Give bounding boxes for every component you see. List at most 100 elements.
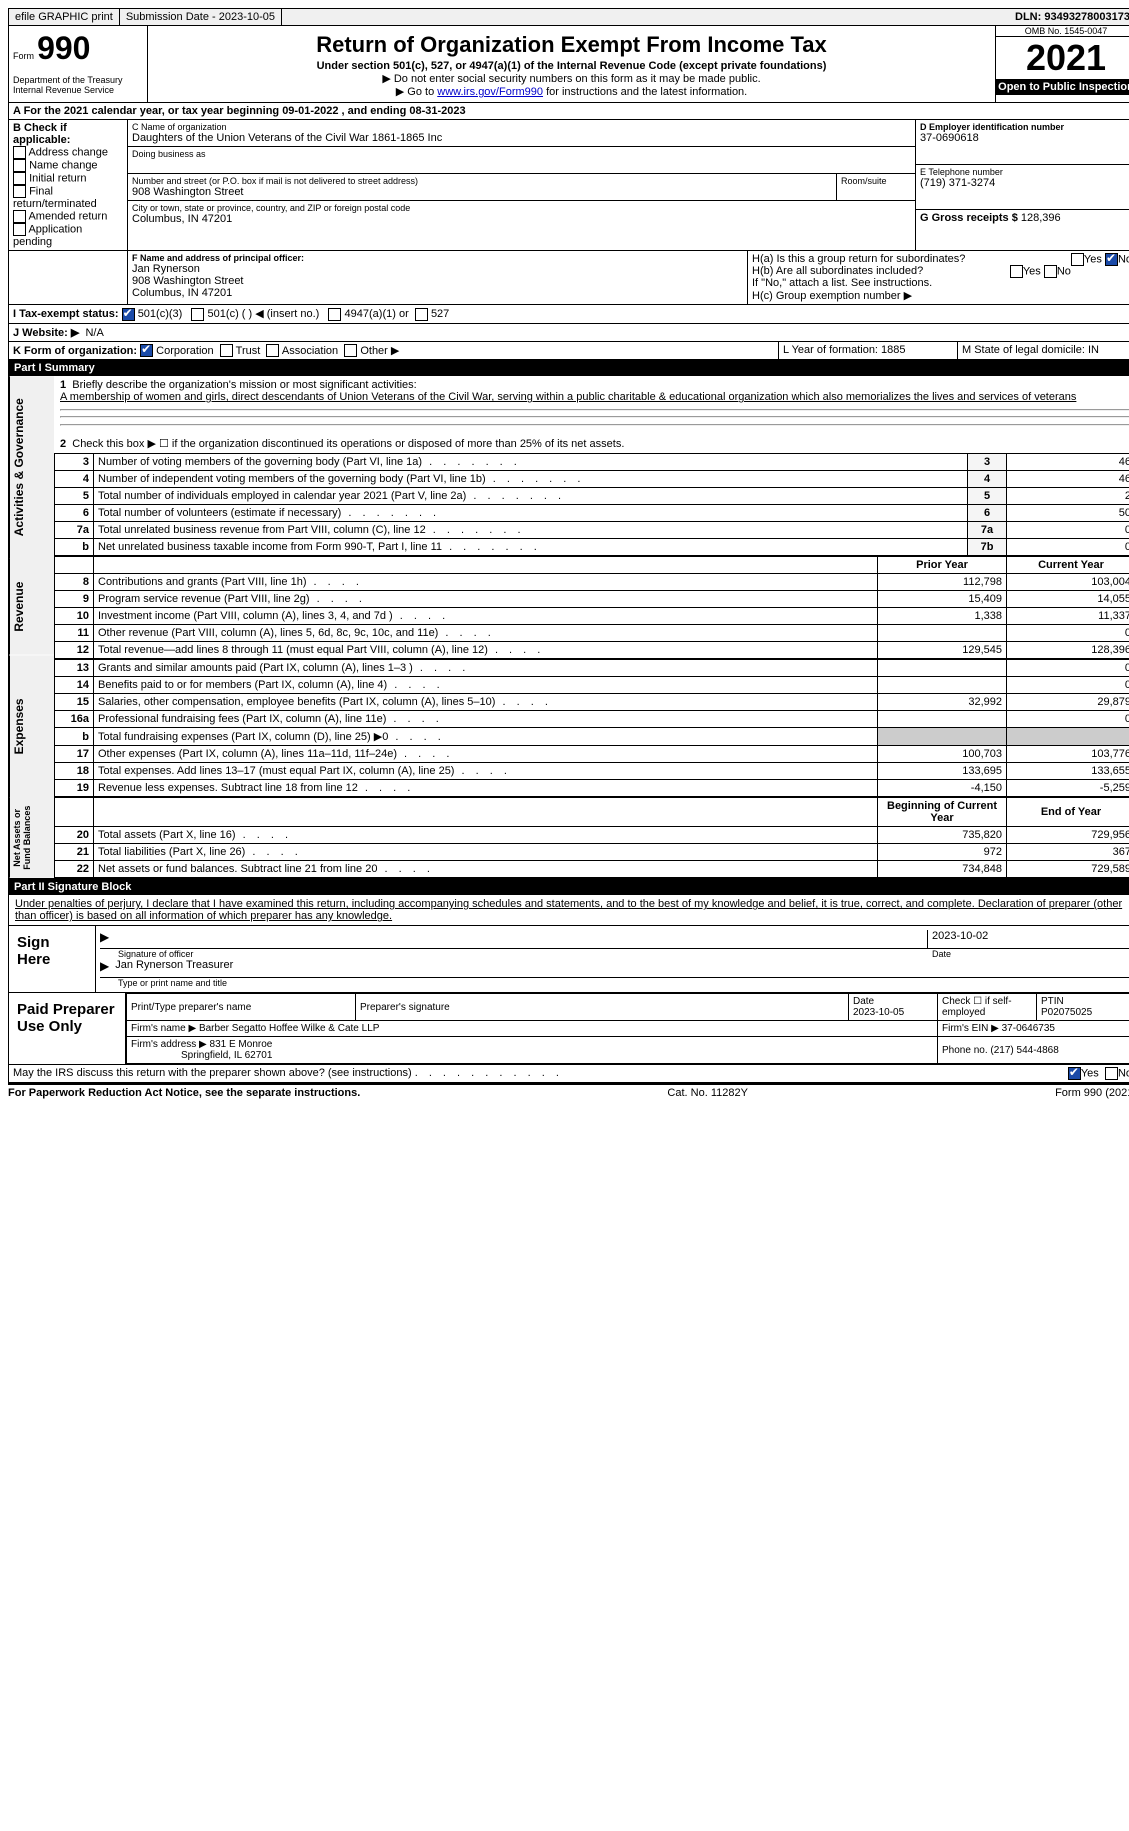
expenses-table: 13Grants and similar amounts paid (Part … [54,659,1129,797]
tax-year: 2021 [996,37,1129,79]
submission-date: Submission Date - 2023-10-05 [120,9,282,25]
check-other[interactable] [344,344,357,357]
governance-table: 3Number of voting members of the governi… [54,453,1129,556]
year-formation: L Year of formation: 1885 [779,342,958,360]
check-final-return[interactable] [13,185,26,198]
table-row: 6Total number of volunteers (estimate if… [55,505,1129,522]
paid-preparer-block: Paid Preparer Use Only Print/Type prepar… [8,993,1129,1065]
table-row: 9Program service revenue (Part VIII, lin… [55,591,1129,608]
check-501c3[interactable] [122,308,135,321]
org-city: Columbus, IN 47201 [132,213,911,225]
tax-year-line: A For the 2021 calendar year, or tax yea… [8,103,1129,120]
table-row: 11Other revenue (Part VIII, column (A), … [55,625,1129,642]
section-h: H(a) Is this a group return for subordin… [748,251,1129,304]
check-app-pending[interactable] [13,223,26,236]
form-id-box: Form 990 Department of the Treasury Inte… [9,26,148,102]
form-header: Form 990 Department of the Treasury Inte… [8,26,1129,103]
gross-receipts: 128,396 [1021,212,1061,224]
table-row: 22Net assets or fund balances. Subtract … [55,861,1129,878]
cat-no: Cat. No. 11282Y [667,1087,748,1099]
sign-here-block: Sign Here 2023-10-02 Signature of office… [8,926,1129,993]
revenue-table: Prior YearCurrent Year 8Contributions an… [54,556,1129,659]
efile-label: efile GRAPHIC print [9,9,120,25]
table-row: 13Grants and similar amounts paid (Part … [55,660,1129,677]
check-amended[interactable] [13,210,26,223]
table-row: 3Number of voting members of the governi… [55,454,1129,471]
form-label: Form [13,51,34,61]
title-box: Return of Organization Exempt From Incom… [148,26,995,102]
check-4947[interactable] [328,308,341,321]
discuss-no[interactable] [1105,1067,1118,1080]
website-value: N/A [85,327,103,339]
officer-name-title: Jan Rynerson Treasurer [115,959,233,977]
check-address-change[interactable] [13,146,26,159]
hb-no[interactable] [1044,265,1057,278]
org-name: Daughters of the Union Veterans of the C… [132,132,911,144]
year-box: OMB No. 1545-0047 2021 Open to Public In… [995,26,1129,102]
section-expenses: Expenses [9,655,54,798]
table-row: 20Total assets (Part X, line 16) . . . .… [55,827,1129,844]
table-row: bNet unrelated business taxable income f… [55,539,1129,556]
table-row: 12Total revenue—add lines 8 through 11 (… [55,642,1129,659]
tax-status-row: I Tax-exempt status: 501(c)(3) 501(c) ( … [8,305,1129,324]
note-link: ▶ Go to www.irs.gov/Form990 for instruct… [152,85,991,98]
ha-no[interactable] [1105,253,1118,266]
phone: (719) 371-3274 [920,177,1129,189]
section-revenue: Revenue [9,559,54,655]
ha-yes[interactable] [1071,253,1084,266]
state-domicile: M State of legal domicile: IN [958,342,1129,360]
discuss-row: May the IRS discuss this return with the… [8,1065,1129,1083]
footer: For Paperwork Reduction Act Notice, see … [8,1083,1129,1099]
firm-addr2: Springfield, IL 62701 [181,1050,272,1061]
sig-date: 2023-10-02 [927,930,1129,948]
section-c: C Name of organization Daughters of the … [128,120,916,250]
mission-text: A membership of women and girls, direct … [60,391,1076,403]
omb: OMB No. 1545-0047 [996,26,1129,37]
check-trust[interactable] [220,344,233,357]
firm-addr1: 831 E Monroe [210,1039,273,1050]
table-row: 10Investment income (Part VIII, column (… [55,608,1129,625]
table-row: 18Total expenses. Add lines 13–17 (must … [55,763,1129,780]
section-governance: Activities & Governance [9,376,54,559]
perjury-text: Under penalties of perjury, I declare th… [8,895,1129,926]
website-row: J Website: ▶ N/A [8,324,1129,342]
section-b: B Check if applicable: Address change Na… [9,120,128,250]
check-501c[interactable] [191,308,204,321]
discuss-yes[interactable] [1068,1067,1081,1080]
table-row: bTotal fundraising expenses (Part IX, co… [55,728,1129,746]
form-title: Return of Organization Exempt From Incom… [152,32,991,58]
table-row: 19Revenue less expenses. Subtract line 1… [55,780,1129,797]
ptin: P02075025 [1041,1007,1092,1018]
section-f: F Name and address of principal officer:… [128,251,748,304]
officer-block: F Name and address of principal officer:… [8,251,1129,305]
footer-form: Form 990 (2021) [1055,1087,1129,1099]
form-number: 990 [37,30,90,66]
entity-block: B Check if applicable: Address change Na… [8,120,1129,251]
part2-header: Part II Signature Block [8,879,1129,895]
org-address: 908 Washington Street [132,186,832,198]
table-row: 5Total number of individuals employed in… [55,488,1129,505]
netassets-table: Beginning of Current YearEnd of Year 20T… [54,797,1129,878]
firm-name: Barber Segatto Hoffee Wilke & Cate LLP [199,1023,379,1034]
table-row: 8Contributions and grants (Part VIII, li… [55,574,1129,591]
note-ssn: ▶ Do not enter social security numbers o… [152,72,991,85]
form-org-row: K Form of organization: Corporation Trus… [8,342,1129,361]
check-assoc[interactable] [266,344,279,357]
table-row: 15Salaries, other compensation, employee… [55,694,1129,711]
check-corp[interactable] [140,344,153,357]
table-row: 21Total liabilities (Part X, line 26) . … [55,844,1129,861]
table-row: 16aProfessional fundraising fees (Part I… [55,711,1129,728]
part1-header: Part I Summary [8,360,1129,376]
section-netassets: Net Assets or Fund Balances [9,798,54,878]
check-initial-return[interactable] [13,172,26,185]
check-name-change[interactable] [13,159,26,172]
dln: DLN: 93493278003173 [1009,9,1129,25]
irs-link[interactable]: www.irs.gov/Form990 [437,86,543,98]
hb-yes[interactable] [1010,265,1023,278]
officer-name: Jan Rynerson [132,263,743,275]
dept-label: Department of the Treasury Internal Reve… [13,75,143,95]
ein: 37-0690618 [920,132,1129,144]
table-row: 7aTotal unrelated business revenue from … [55,522,1129,539]
check-527[interactable] [415,308,428,321]
part1-body: Activities & Governance Revenue Expenses… [8,376,1129,879]
